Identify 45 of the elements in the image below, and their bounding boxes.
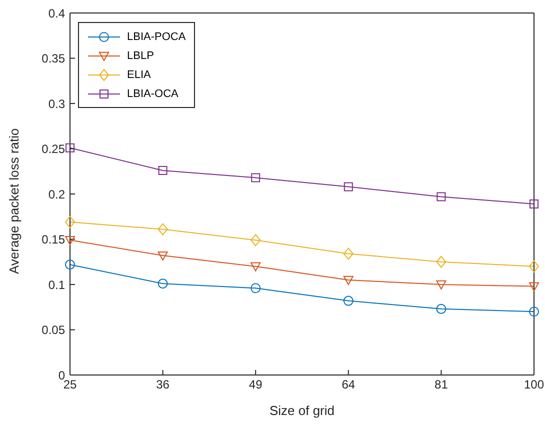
point bbox=[158, 251, 168, 261]
point bbox=[436, 280, 446, 290]
y-tick-label: 0.3 bbox=[48, 96, 66, 111]
point bbox=[66, 143, 74, 152]
y-tick-label: 0.2 bbox=[48, 187, 66, 202]
x-tick-label: 36 bbox=[156, 378, 170, 392]
point bbox=[250, 283, 261, 294]
point bbox=[65, 236, 75, 246]
y-tick-label: 0.15 bbox=[42, 232, 66, 247]
point bbox=[250, 262, 261, 272]
point bbox=[251, 173, 260, 182]
y-tick-label: 0.25 bbox=[42, 142, 66, 156]
x-tick-label: 81 bbox=[434, 378, 448, 392]
legend-label: LBLP bbox=[127, 50, 154, 62]
x-tick-label: 64 bbox=[342, 378, 356, 392]
legend-label: LBIA-POCA bbox=[127, 30, 186, 42]
point bbox=[529, 282, 539, 292]
point bbox=[250, 234, 261, 246]
point bbox=[436, 192, 446, 202]
point bbox=[65, 216, 75, 228]
point bbox=[344, 182, 353, 192]
point bbox=[529, 260, 539, 272]
y-axis-title: Average packet loss ratio bbox=[6, 128, 22, 274]
legend-label: ELIA bbox=[127, 68, 151, 80]
y-tick-label: 0.1 bbox=[48, 278, 66, 292]
point bbox=[436, 304, 446, 314]
point bbox=[436, 256, 446, 268]
point bbox=[65, 260, 75, 270]
point bbox=[158, 166, 168, 175]
point bbox=[158, 223, 168, 236]
y-tick-label: 0.4 bbox=[48, 6, 66, 20]
y-tick-label: 0.05 bbox=[42, 323, 66, 338]
legend-label: LBIA-OCA bbox=[127, 88, 178, 100]
x-axis-title: Size of grid bbox=[269, 403, 335, 418]
x-tick-label: 100 bbox=[524, 378, 544, 392]
y-tick-label: 0 bbox=[58, 368, 66, 382]
point bbox=[530, 199, 538, 208]
x-tick-label: 25 bbox=[63, 378, 77, 392]
point bbox=[343, 296, 354, 306]
y-tick-label: 0.35 bbox=[42, 52, 66, 66]
point bbox=[158, 278, 168, 289]
point bbox=[529, 306, 539, 317]
point bbox=[343, 248, 354, 260]
point bbox=[343, 276, 354, 285]
x-tick-label: 49 bbox=[248, 378, 263, 392]
